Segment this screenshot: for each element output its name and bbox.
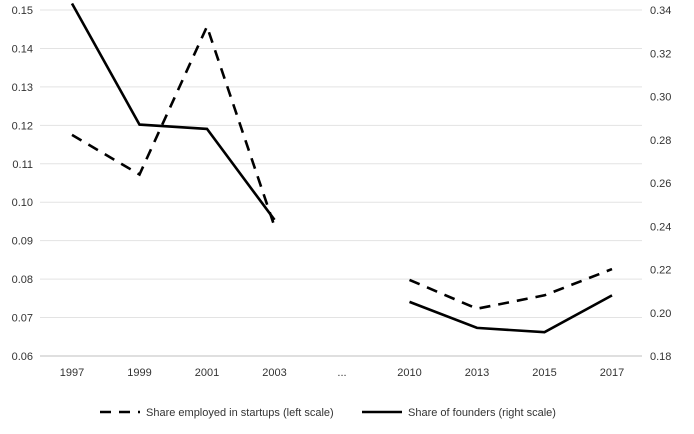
right-tick-label: 0.34 (650, 5, 671, 17)
legend-item: Share employed in startups (left scale) (100, 407, 334, 419)
right-tick-label: 0.28 (650, 135, 671, 147)
left-tick-label: 0.07 (12, 313, 33, 325)
x-tick-label: 2003 (262, 367, 286, 379)
series-startups (71, 22, 613, 311)
right-axis: 0.18 0.20 0.22 0.24 0.26 0.28 0.30 0.32 0.34 (650, 5, 671, 363)
legend-item: Share of founders (right scale) (362, 407, 556, 419)
left-tick-label: 0.14 (12, 43, 33, 55)
left-tick-label: 0.12 (12, 120, 33, 132)
right-tick-label: 0.32 (650, 48, 671, 60)
x-tick-label: 2015 (532, 367, 556, 379)
series (70, 2, 613, 334)
series-line (409, 294, 613, 334)
left-tick-label: 0.06 (12, 351, 33, 363)
x-axis: 1997 1999 2001 2003... 2010 2013 2015 2017 (60, 367, 624, 379)
x-tick-label: 2017 (600, 367, 624, 379)
left-tick-label: 0.11 (12, 159, 33, 171)
x-tick-label: 2013 (465, 367, 489, 379)
x-tick-label: 2010 (397, 367, 421, 379)
right-tick-label: 0.24 (650, 221, 671, 233)
right-tick-label: 0.20 (650, 308, 671, 320)
left-tick-label: 0.09 (12, 236, 33, 248)
series-line (71, 22, 276, 227)
left-tick-label: 0.10 (12, 197, 33, 209)
legend: Share employed in startups (left scale) S… (100, 407, 556, 419)
x-tick-label: 1999 (127, 367, 151, 379)
series-founders (70, 2, 613, 334)
series-line (408, 267, 613, 311)
x-tick-label: 1997 (60, 367, 84, 379)
legend-label: Share of founders (right scale) (408, 407, 556, 419)
right-tick-label: 0.18 (650, 351, 671, 363)
x-tick-label: 2001 (195, 367, 219, 379)
left-tick-label: 0.13 (12, 82, 33, 94)
left-tick-label: 0.08 (12, 274, 33, 286)
right-tick-label: 0.26 (650, 178, 671, 190)
left-axis: 0.06 0.07 0.08 0.09 0.10 0.11 0.12 0.13 0.14 0.15 (12, 5, 33, 363)
x-tick-label: ... (337, 367, 346, 379)
series-line (70, 2, 276, 221)
gridlines (40, 9, 642, 357)
right-tick-label: 0.22 (650, 265, 671, 277)
left-tick-label: 0.15 (12, 5, 33, 17)
right-tick-label: 0.30 (650, 92, 671, 104)
legend-label: Share employed in startups (left scale) (146, 407, 334, 419)
